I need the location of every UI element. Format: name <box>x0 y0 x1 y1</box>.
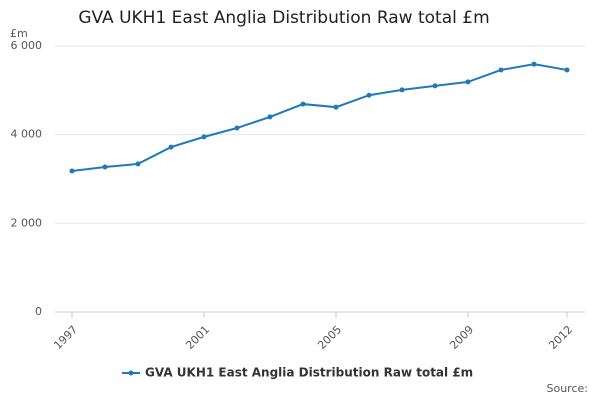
data-point <box>234 125 240 131</box>
y-tick-label: 2 000 <box>11 216 43 229</box>
y-tick-label: 4 000 <box>11 128 43 141</box>
data-point <box>366 92 372 98</box>
data-point <box>399 87 405 93</box>
legend-symbol-dot <box>128 370 134 376</box>
x-tick-label: 2001 <box>183 323 212 352</box>
data-point <box>69 168 75 174</box>
data-point <box>201 134 207 140</box>
x-tick-label: 1997 <box>51 323 80 352</box>
data-point <box>135 161 141 167</box>
source: Source: <box>547 382 589 395</box>
data-point <box>432 83 438 89</box>
x-tick-label: 2005 <box>315 323 344 352</box>
data-point <box>531 61 537 67</box>
data-point <box>300 101 306 107</box>
y-tick-label: 6 000 <box>11 39 43 52</box>
data-point <box>498 67 504 73</box>
data-point <box>267 114 273 120</box>
chart-title: GVA UKH1 East Anglia Distribution Raw to… <box>78 8 489 28</box>
data-point <box>168 144 174 150</box>
data-point <box>564 67 570 73</box>
x-tick-label: 2009 <box>447 323 476 352</box>
data-point <box>465 79 471 85</box>
series-line <box>71 63 568 173</box>
data-point <box>333 104 339 110</box>
y-unit: £m <box>10 27 28 40</box>
data-point <box>102 164 108 170</box>
legend-label: GVA UKH1 East Anglia Distribution Raw to… <box>145 366 473 380</box>
y-tick-label: 0 <box>35 305 42 318</box>
x-tick-label: 2012 <box>546 323 575 352</box>
